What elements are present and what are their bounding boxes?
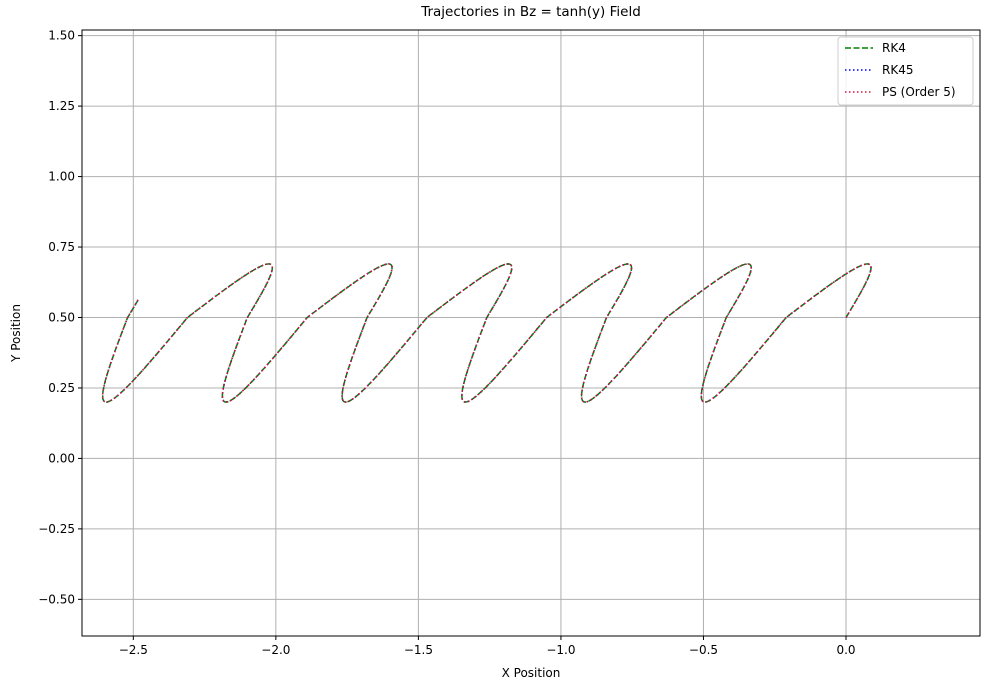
x-tick-label: −0.5: [689, 643, 718, 657]
legend-label-ps: PS (Order 5): [882, 85, 956, 99]
y-axis-label: Y Position: [9, 304, 23, 363]
y-tick-label: 0.25: [48, 381, 75, 395]
y-tick-label: 1.25: [48, 99, 75, 113]
legend-label-rk4: RK4: [882, 41, 906, 55]
grid: [82, 30, 980, 636]
chart-title: Trajectories in Bz = tanh(y) Field: [420, 4, 641, 20]
y-tick-label: −0.25: [38, 522, 75, 536]
x-tick-label: −1.0: [546, 643, 575, 657]
plot-frame: [81, 29, 981, 637]
y-tick-label: −0.50: [38, 592, 75, 606]
y-tick-label: 0.00: [48, 451, 75, 465]
x-axis-ticks: −2.5 −2.0 −1.5 −1.0 −0.5 0.0: [119, 636, 856, 657]
x-tick-label: −2.5: [119, 643, 148, 657]
y-tick-label: 1.00: [48, 170, 75, 184]
y-tick-label: 0.75: [48, 240, 75, 254]
y-tick-label: 0.50: [48, 310, 75, 324]
legend: RK4 RK45 PS (Order 5): [837, 36, 974, 106]
x-tick-label: 0.0: [836, 643, 855, 657]
legend-box: [837, 36, 974, 106]
y-axis-ticks: −0.50 −0.25 0.00 0.25 0.50 0.75 1.00 1.25 1.50: [38, 29, 82, 606]
x-tick-label: −1.5: [404, 643, 433, 657]
series-layer: [101, 263, 872, 403]
x-axis-label: X Position: [502, 666, 561, 680]
y-tick-label: 1.50: [48, 29, 75, 43]
series-line-ps: [101, 263, 872, 403]
legend-label-rk45: RK45: [882, 63, 913, 77]
x-tick-label: −2.0: [261, 643, 290, 657]
